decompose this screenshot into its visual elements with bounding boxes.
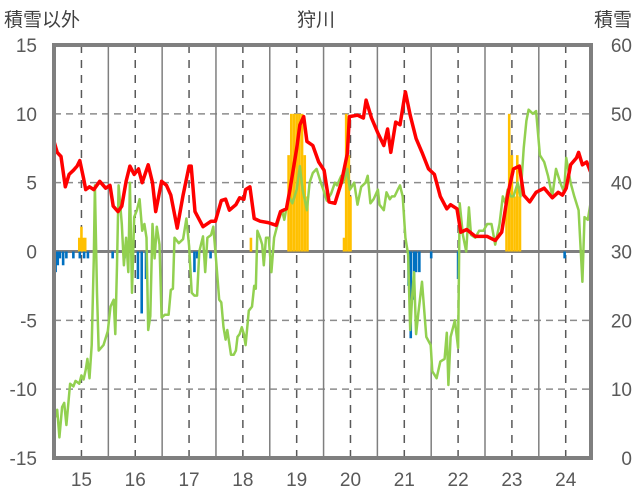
blue-bar	[414, 251, 418, 273]
blue-bar	[195, 251, 199, 259]
orange-bar	[77, 237, 81, 252]
left-axis-label: 積雪以外	[4, 9, 80, 31]
blue-bar	[82, 251, 86, 259]
blue-bar	[111, 251, 114, 259]
blue-bar	[58, 251, 62, 259]
orange-bar	[510, 155, 514, 252]
x-tick-label: 21	[394, 470, 415, 491]
orange-bar	[80, 226, 83, 252]
orange-bar	[298, 113, 301, 252]
blue-bar	[209, 251, 212, 259]
left-tick-label: 0	[26, 243, 37, 264]
orange-bar	[515, 155, 519, 252]
orange-bar	[306, 196, 309, 252]
orange-bar	[513, 196, 516, 252]
orange-bar	[505, 196, 508, 252]
blue-bar	[136, 251, 140, 280]
blue-bar	[86, 251, 90, 259]
orange-bar	[349, 196, 352, 252]
blue-bar	[72, 251, 75, 259]
right-tick-label: 40	[611, 174, 632, 195]
blue-bar	[78, 251, 82, 259]
x-tick-label: 15	[71, 470, 92, 491]
orange-bar	[292, 113, 296, 252]
blue-bar	[418, 251, 421, 273]
blue-bar	[429, 251, 433, 259]
blue-bar	[61, 251, 65, 266]
grid	[54, 45, 591, 458]
left-tick-label: -5	[20, 311, 37, 332]
blue-bar	[563, 251, 566, 259]
blue-bar	[409, 251, 413, 339]
left-tick-label: -10	[10, 380, 37, 401]
x-tick-label: 24	[555, 470, 577, 491]
chart-title: 狩川	[297, 9, 335, 31]
right-tick-label: 50	[611, 105, 632, 126]
x-tick-label: 19	[286, 470, 307, 491]
red-series-line	[52, 90, 593, 243]
orange-bar	[518, 196, 522, 252]
left-tick-label: 10	[16, 105, 37, 126]
right-tick-label: 10	[611, 380, 632, 401]
x-tick-label: 20	[340, 470, 361, 491]
blue-bar	[65, 251, 68, 259]
left-tick-label: 5	[26, 174, 37, 195]
orange-bar	[347, 155, 351, 252]
right-tick-label: 60	[611, 36, 632, 57]
orange-bar	[342, 237, 346, 252]
x-tick-label: 16	[125, 470, 146, 491]
blue-bar	[56, 251, 60, 266]
orange-bar	[344, 113, 348, 252]
right-axis-label: 積雪	[594, 9, 632, 31]
left-tick-label: 15	[16, 36, 37, 57]
orange-bar	[249, 237, 253, 252]
blue-bar	[193, 251, 196, 273]
green-series-line	[52, 108, 592, 439]
orange-bar	[83, 237, 87, 252]
right-tick-label: 0	[621, 449, 632, 470]
x-tick-label: 22	[448, 470, 469, 491]
left-tick-label: -15	[10, 449, 37, 470]
right-tick-label: 20	[611, 311, 632, 332]
x-tick-label: 23	[501, 470, 522, 491]
blue-bar	[140, 251, 144, 314]
x-tick-label: 18	[232, 470, 253, 491]
x-tick-label: 17	[178, 470, 199, 491]
orange-bar	[81, 237, 85, 252]
right-tick-label: 30	[611, 243, 632, 264]
plot-frame	[52, 43, 593, 460]
